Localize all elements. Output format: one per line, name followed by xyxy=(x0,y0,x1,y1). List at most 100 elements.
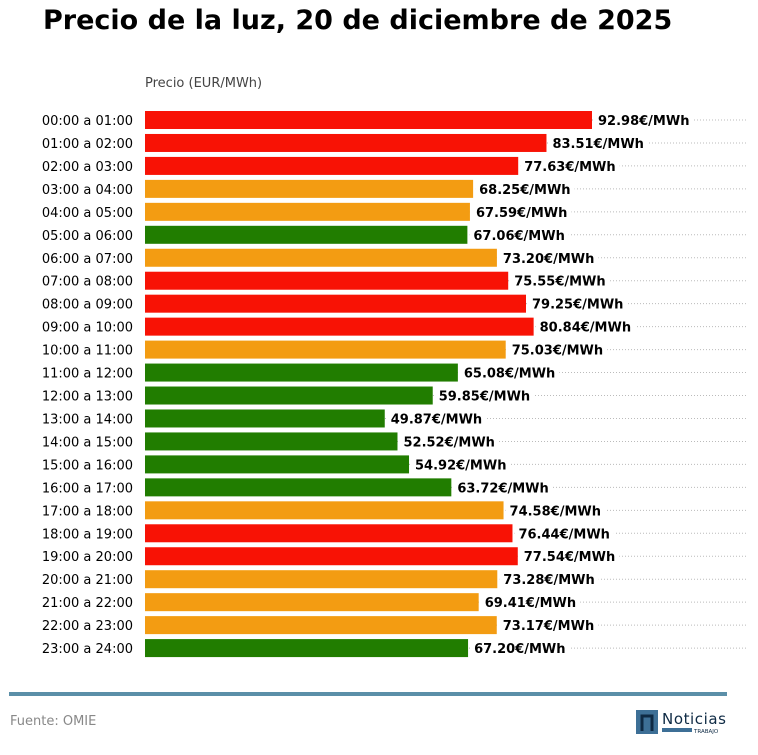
bar xyxy=(145,133,547,152)
source-note: Fuente: OMIE xyxy=(10,714,97,729)
data-label-background xyxy=(505,502,605,519)
category-label: 01:00 a 02:00 xyxy=(42,137,133,152)
data-label: 73.17€/MWh xyxy=(503,619,594,634)
category-label: 20:00 a 21:00 xyxy=(42,573,133,588)
data-label: 83.51€/MWh xyxy=(552,137,643,152)
data-label: 80.84€/MWh xyxy=(540,321,631,336)
bar xyxy=(145,111,592,129)
noticias-trabajo-logo: Noticias TRABAJO xyxy=(636,710,726,735)
category-label: 18:00 a 19:00 xyxy=(42,527,133,542)
data-label: 52.52€/MWh xyxy=(403,435,494,450)
data-label-background xyxy=(411,456,511,473)
data-label: 69.41€/MWh xyxy=(485,596,576,611)
category-label: 15:00 a 16:00 xyxy=(42,458,133,473)
chart-title: Precio de la luz, 20 de diciembre de 202… xyxy=(43,5,673,36)
axis-label: Precio (EUR/MWh) xyxy=(145,76,262,91)
data-label-background xyxy=(510,272,610,289)
data-label: 49.87€/MWh xyxy=(391,412,482,427)
data-label: 67.59€/MWh xyxy=(476,206,567,221)
category-label: 11:00 a 12:00 xyxy=(42,367,133,382)
data-label: 79.25€/MWh xyxy=(532,298,623,313)
bar xyxy=(145,570,498,589)
category-label: 09:00 a 10:00 xyxy=(42,321,133,336)
data-label-background xyxy=(498,617,599,634)
bar xyxy=(145,271,509,290)
bar xyxy=(145,547,518,566)
data-label: 76.44€/MWh xyxy=(518,527,609,542)
bar xyxy=(145,639,469,658)
data-label-background xyxy=(453,479,553,496)
data-label-background xyxy=(471,203,572,220)
data-label-background xyxy=(470,640,570,657)
data-label-background xyxy=(498,249,599,266)
data-label: 59.85€/MWh xyxy=(439,390,530,405)
bar xyxy=(145,363,458,382)
category-label: 04:00 a 05:00 xyxy=(42,206,133,221)
data-label: 54.92€/MWh xyxy=(415,458,506,473)
data-label: 63.72€/MWh xyxy=(457,481,548,496)
svg-text:Noticias: Noticias xyxy=(662,710,726,728)
data-label: 75.03€/MWh xyxy=(512,344,603,359)
category-label: 23:00 a 24:00 xyxy=(42,642,133,657)
data-label: 77.63€/MWh xyxy=(524,160,615,175)
data-label-background xyxy=(519,548,620,565)
data-label-background xyxy=(514,525,614,542)
category-label: 03:00 a 04:00 xyxy=(42,183,133,198)
bar xyxy=(145,616,497,635)
data-label-background xyxy=(507,341,608,358)
data-label-background xyxy=(434,387,535,404)
category-label: 13:00 a 14:00 xyxy=(42,412,133,427)
bar xyxy=(145,340,506,359)
bar xyxy=(145,248,497,267)
data-label: 77.54€/MWh xyxy=(524,550,615,565)
data-label: 67.06€/MWh xyxy=(473,229,564,244)
bar xyxy=(145,524,513,543)
category-label: 08:00 a 09:00 xyxy=(42,298,133,313)
bar xyxy=(145,478,452,497)
category-label: 10:00 a 11:00 xyxy=(42,344,133,359)
data-label: 92.98€/MWh xyxy=(598,114,689,129)
footer-divider xyxy=(9,692,727,696)
category-label: 00:00 a 01:00 xyxy=(42,114,133,129)
data-label: 74.58€/MWh xyxy=(510,504,601,519)
data-label: 65.08€/MWh xyxy=(464,367,555,382)
category-label: 16:00 a 17:00 xyxy=(42,481,133,496)
bar xyxy=(145,386,433,405)
data-label: 68.25€/MWh xyxy=(479,183,570,198)
bar xyxy=(145,409,385,428)
bar xyxy=(145,593,479,612)
data-label-background xyxy=(520,157,620,174)
bar xyxy=(145,501,504,520)
category-label: 21:00 a 22:00 xyxy=(42,596,133,611)
data-label-background xyxy=(594,112,694,128)
data-label: 73.28€/MWh xyxy=(503,573,594,588)
data-label-background xyxy=(548,134,648,151)
bar xyxy=(145,202,470,221)
category-label: 22:00 a 23:00 xyxy=(42,619,133,634)
data-label: 75.55€/MWh xyxy=(514,275,605,290)
category-label: 07:00 a 08:00 xyxy=(42,275,133,290)
bar xyxy=(145,179,474,198)
data-label-background xyxy=(399,433,499,450)
bar xyxy=(145,432,398,451)
category-label: 19:00 a 20:00 xyxy=(42,550,133,565)
data-label-background xyxy=(480,594,581,611)
bar xyxy=(145,317,534,336)
bar xyxy=(145,225,468,244)
bar-chart: Precio (EUR/MWh) 00:00 a 01:00 92.98€/MWh… xyxy=(42,76,748,658)
data-label: 73.20€/MWh xyxy=(503,252,594,267)
data-label: 67.20€/MWh xyxy=(474,642,565,657)
data-label-background xyxy=(386,410,487,427)
bar xyxy=(145,455,410,474)
data-label-background xyxy=(535,318,636,335)
category-label: 02:00 a 03:00 xyxy=(42,160,133,175)
svg-text:TRABAJO: TRABAJO xyxy=(693,729,719,735)
data-label-background xyxy=(469,226,569,243)
data-label-background xyxy=(527,295,628,312)
category-label: 12:00 a 13:00 xyxy=(42,390,133,405)
category-label: 14:00 a 15:00 xyxy=(42,435,133,450)
data-label-background xyxy=(459,364,560,381)
bar xyxy=(145,156,519,175)
bar xyxy=(145,294,526,313)
data-label-background xyxy=(475,180,575,197)
